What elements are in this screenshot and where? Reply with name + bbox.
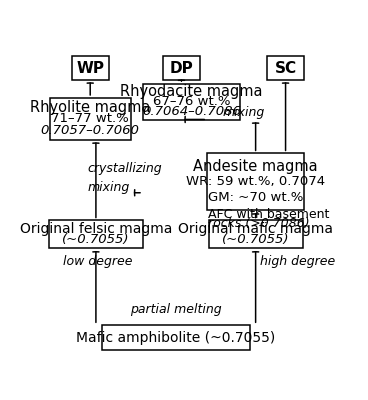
Text: Mafic amphibolite (~0.7055): Mafic amphibolite (~0.7055) — [76, 330, 275, 344]
Text: DP: DP — [170, 60, 193, 76]
FancyBboxPatch shape — [163, 56, 200, 80]
Text: Andesite magma: Andesite magma — [193, 158, 318, 174]
Text: low degree: low degree — [63, 255, 132, 268]
Text: 71–77 wt.%: 71–77 wt.% — [51, 112, 129, 125]
Text: Rhyodacite magma: Rhyodacite magma — [120, 84, 263, 100]
Text: WP: WP — [76, 60, 104, 76]
FancyBboxPatch shape — [72, 56, 109, 80]
Text: mixing: mixing — [87, 181, 130, 194]
Text: mixing: mixing — [223, 106, 265, 119]
Text: rocks (>0.7086): rocks (>0.7086) — [208, 217, 309, 230]
Text: Original mafic magma: Original mafic magma — [178, 222, 333, 236]
FancyBboxPatch shape — [49, 220, 143, 248]
Text: SC: SC — [275, 60, 297, 76]
FancyBboxPatch shape — [267, 56, 304, 80]
Text: (~0.7055): (~0.7055) — [222, 233, 289, 246]
Text: high degree: high degree — [260, 255, 335, 268]
Text: crystallizing: crystallizing — [87, 162, 162, 175]
Text: 67–76 wt.%: 67–76 wt.% — [153, 96, 230, 108]
Text: WR: 59 wt.%, 0.7074: WR: 59 wt.%, 0.7074 — [186, 176, 325, 188]
FancyBboxPatch shape — [50, 98, 131, 140]
FancyBboxPatch shape — [207, 154, 304, 210]
Text: AFC with basement: AFC with basement — [208, 208, 329, 222]
Text: (~0.7055): (~0.7055) — [62, 233, 130, 246]
Text: Original felsic magma: Original felsic magma — [20, 222, 172, 236]
Text: partial melting: partial melting — [130, 303, 222, 316]
FancyBboxPatch shape — [102, 325, 250, 350]
Text: GM: ~70 wt.%: GM: ~70 wt.% — [208, 192, 303, 204]
Text: Rhyolite magma: Rhyolite magma — [30, 100, 151, 115]
Text: 0.7057–0.7060: 0.7057–0.7060 — [41, 124, 139, 137]
FancyBboxPatch shape — [143, 84, 240, 120]
Text: 0.7064–0.7086: 0.7064–0.7086 — [142, 105, 241, 118]
FancyBboxPatch shape — [209, 220, 302, 248]
